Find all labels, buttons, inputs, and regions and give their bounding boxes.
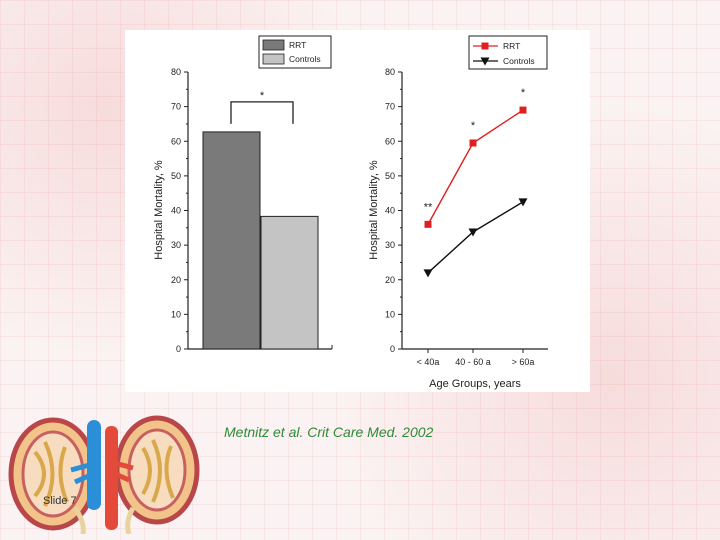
bar-legend-swatch <box>262 39 285 51</box>
point-rrt <box>424 220 432 228</box>
line-legend-marker <box>480 57 490 66</box>
point-rrt <box>469 139 477 147</box>
line-significance-mark: * <box>521 87 526 99</box>
bar-y-tick-label: 30 <box>171 240 181 250</box>
bar-y-tick-label: 40 <box>171 206 181 216</box>
line-x-tick-label: < 40a <box>417 357 440 367</box>
line-legend-marker <box>481 42 489 50</box>
point-controls <box>423 269 433 278</box>
bar-legend-swatch <box>262 53 285 65</box>
bar-y-tick-label: 50 <box>171 171 181 181</box>
bar-y-axis-title: Hospital Mortality, % <box>153 160 165 260</box>
line-legend-label: RRT <box>503 41 520 51</box>
significance-bracket <box>230 101 294 124</box>
line-y-tick-label: 70 <box>385 102 395 112</box>
bar-y-tick-label: 60 <box>171 136 181 146</box>
line-y-tick-label: 80 <box>385 67 395 77</box>
bar-significance-mark: * <box>260 90 265 102</box>
point-controls <box>468 228 478 237</box>
line-y-tick-label: 10 <box>385 309 395 319</box>
line-legend-box <box>468 35 548 70</box>
bar-y-tick-label: 80 <box>171 67 181 77</box>
line-significance-mark: ** <box>424 201 433 213</box>
line-y-tick-label: 0 <box>390 344 395 354</box>
figure-panel: 0 10 20 30 40 50 60 70 80 Hospital Mortality, % * R… <box>125 30 590 392</box>
line-y-tick-label: 20 <box>385 275 395 285</box>
slide-number: Slide 7 <box>43 495 77 507</box>
line-legend-label: Controls <box>503 56 535 66</box>
point-rrt <box>519 106 527 114</box>
line-significance-mark: * <box>471 120 476 132</box>
line-x-axis-title: Age Groups, years <box>429 378 521 390</box>
bar-rrt <box>202 131 261 350</box>
bar-controls <box>260 215 319 350</box>
line-y-tick-label: 50 <box>385 171 395 181</box>
bar-y-tick-label: 0 <box>176 344 181 354</box>
series-line-rrt <box>427 109 524 225</box>
line-y-tick-label: 40 <box>385 206 395 216</box>
series-line-controls <box>427 201 524 274</box>
line-y-tick-label: 60 <box>385 136 395 146</box>
citation: Metnitz et al. Crit Care Med. 2002 <box>224 424 434 440</box>
mortality-charts: 0 10 20 30 40 50 60 70 80 Hospital Mortality, % * R… <box>153 35 548 390</box>
line-y-tick-label: 30 <box>385 240 395 250</box>
bar-y-tick-label: 70 <box>171 102 181 112</box>
point-controls <box>518 198 528 207</box>
line-x-tick-label: > 60a <box>512 357 535 367</box>
bar-legend-label: RRT <box>289 40 306 50</box>
bar-y-tick-label: 10 <box>171 309 181 319</box>
kidney-logo-icon <box>8 415 200 534</box>
line-y-axis-title: Hospital Mortality, % <box>368 160 380 260</box>
line-x-tick-label: 40 - 60 a <box>455 357 491 367</box>
bar-legend-label: Controls <box>289 54 321 64</box>
bar-y-tick-label: 20 <box>171 275 181 285</box>
